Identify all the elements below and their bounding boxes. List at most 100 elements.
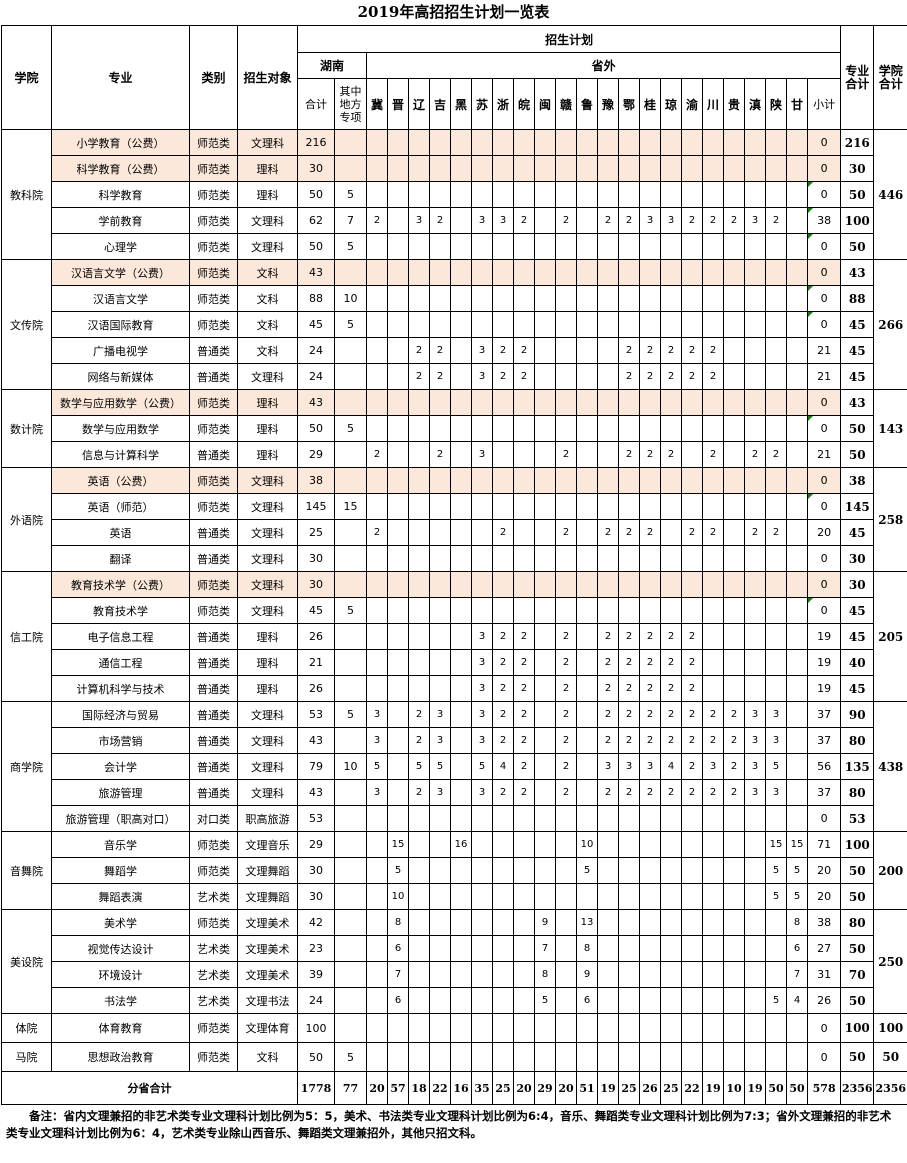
province-quota — [786, 1013, 808, 1043]
province-quota — [618, 857, 640, 884]
hunan-total: 24 — [297, 363, 335, 390]
province-quota: 5 — [765, 883, 787, 910]
enrollment-target: 理科 — [237, 415, 298, 442]
province-quota: 6 — [786, 935, 808, 962]
province-quota — [681, 441, 703, 468]
province-quota: 2 — [681, 363, 703, 390]
province-quota — [450, 363, 472, 390]
province-quota: 3 — [744, 207, 766, 234]
province-quota: 3 — [471, 337, 493, 364]
province-quota — [555, 389, 577, 416]
province-quota — [492, 285, 514, 312]
province-quota — [744, 129, 766, 156]
province-quota — [387, 259, 409, 286]
province-quota: 2 — [366, 441, 388, 468]
province-quota — [597, 571, 619, 598]
hunan-total: 26 — [297, 623, 335, 650]
enrollment-target: 文理科 — [237, 571, 298, 598]
province-quota — [471, 545, 493, 572]
table-row: 翻译 普通类 文理科 30 0 30 — [2, 545, 907, 572]
table-row: 教育技术学 师范类 文理科 45 5 0 45 — [2, 597, 907, 624]
province-quota — [576, 519, 598, 546]
province-quota — [786, 389, 808, 416]
province-quota — [597, 181, 619, 208]
province-quota: 2 — [618, 519, 640, 546]
province-quota — [387, 597, 409, 624]
college-name: 文传院 — [1, 259, 52, 390]
province-quota — [492, 1013, 514, 1043]
province-quota — [492, 259, 514, 286]
province-quota — [681, 831, 703, 858]
province-quota — [618, 909, 640, 936]
province-quota — [471, 311, 493, 338]
hunan-local-special — [334, 727, 367, 754]
province-quota — [471, 935, 493, 962]
province-quota — [681, 129, 703, 156]
province-quota — [408, 493, 430, 520]
province-quota: 2 — [723, 779, 745, 806]
province-quota — [366, 181, 388, 208]
province-quota — [429, 181, 451, 208]
major-total: 30 — [840, 155, 875, 182]
province-quota: 10 — [576, 831, 598, 858]
province-quota — [597, 805, 619, 832]
college-name: 马院 — [1, 1042, 52, 1072]
province-quota — [786, 285, 808, 312]
province-quota: 8 — [576, 935, 598, 962]
table-row: 网络与新媒体 普通类 文理科 24 2 2 3 2 2 2 2 2 2 2 21 45 — [2, 363, 907, 390]
major-total: 38 — [840, 467, 875, 494]
province-quota — [492, 441, 514, 468]
enrollment-target: 文理美术 — [237, 961, 298, 988]
hunan-local-special: 5 — [334, 701, 367, 728]
province-quota — [660, 285, 682, 312]
province-quota: 2 — [765, 441, 787, 468]
province-quota — [471, 883, 493, 910]
province-quota — [492, 597, 514, 624]
header-plan: 招生计划 — [296, 25, 842, 53]
totals-hunan-local: 77 — [334, 1071, 367, 1105]
province-quota — [576, 363, 598, 390]
header-major-total: 专业合计 — [840, 25, 875, 130]
outside-subtotal: 0 — [806, 571, 842, 598]
major-name: 英语（师范） — [51, 493, 190, 520]
major-name: 计算机科学与技术 — [51, 675, 190, 702]
province-quota: 2 — [723, 727, 745, 754]
province-quota — [597, 389, 619, 416]
province-quota — [471, 259, 493, 286]
major-name: 网络与新媒体 — [51, 363, 190, 390]
college-total: 258 — [873, 467, 907, 572]
province-quota — [702, 675, 724, 702]
province-quota: 4 — [660, 753, 682, 780]
province-quota — [576, 441, 598, 468]
table-row: 电子信息工程 普通类 理科 26 3 2 2 2 2 2 2 2 2 19 45 — [2, 623, 907, 650]
college-total: 100 — [873, 1013, 907, 1043]
province-quota — [366, 935, 388, 962]
major-name: 汉语言文学 — [51, 285, 190, 312]
province-quota: 2 — [660, 701, 682, 728]
province-quota — [366, 571, 388, 598]
header-province: 渝 — [681, 78, 703, 130]
province-quota: 2 — [618, 363, 640, 390]
hunan-local-special — [334, 805, 367, 832]
province-quota — [660, 831, 682, 858]
province-quota: 2 — [492, 337, 514, 364]
college-name: 信工院 — [1, 571, 52, 702]
province-quota — [597, 285, 619, 312]
province-quota — [450, 675, 472, 702]
table-row: 旅游管理（职高对口） 对口类 职高旅游 53 0 53 — [2, 805, 907, 832]
province-quota — [555, 415, 577, 442]
table-row: 信息与计算科学 普通类 理科 29 2 2 3 2 2 2 2 2 2 2 21 50 — [2, 441, 907, 468]
province-quota — [534, 545, 556, 572]
major-category: 普通类 — [189, 753, 238, 780]
totals-province: 25 — [660, 1071, 682, 1105]
province-quota — [639, 155, 661, 182]
province-quota — [576, 701, 598, 728]
province-quota — [618, 259, 640, 286]
province-quota — [408, 519, 430, 546]
province-quota — [639, 493, 661, 520]
hunan-local-special — [334, 883, 367, 910]
header-province: 鲁 — [576, 78, 598, 130]
province-quota — [702, 883, 724, 910]
province-quota — [660, 545, 682, 572]
province-quota: 6 — [387, 935, 409, 962]
